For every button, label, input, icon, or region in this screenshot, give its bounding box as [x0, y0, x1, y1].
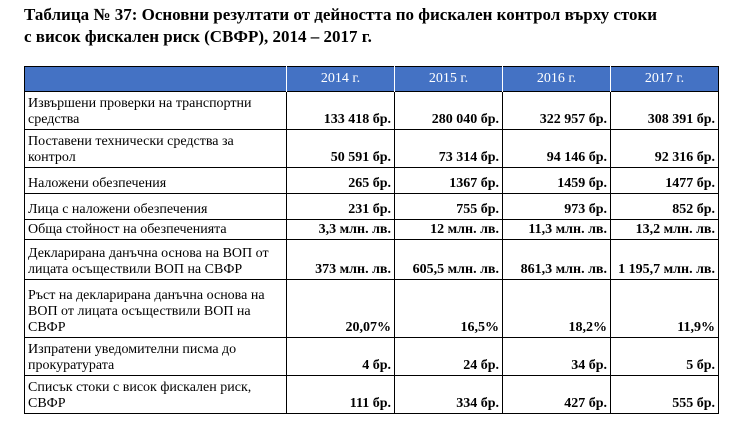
header-year-2014: 2014 г. — [286, 66, 395, 92]
cell-value: 334 бр. — [394, 375, 503, 414]
cell-value: 973 бр. — [502, 193, 611, 220]
cell-value: 280 040 бр. — [394, 91, 503, 130]
cell-value: 3,3 млн. лв. — [286, 219, 395, 240]
cell-value: 1477 бр. — [610, 167, 719, 194]
cell-value: 605,5 млн. лв. — [394, 239, 503, 280]
table-row: Изпратени уведомителни писма до прокурат… — [24, 337, 719, 376]
cell-value: 373 млн. лв. — [286, 239, 395, 280]
cell-value: 16,5% — [394, 279, 503, 338]
cell-value: 4 бр. — [286, 337, 395, 376]
cell-value: 20,07% — [286, 279, 395, 338]
row-label: Списък стоки с висок фискален риск, СВФР — [24, 375, 287, 414]
row-label: Изпратени уведомителни писма до прокурат… — [24, 337, 287, 376]
cell-value: 852 бр. — [610, 193, 719, 220]
row-label: Лица с наложени обезпечения — [24, 193, 287, 220]
cell-value: 50 591 бр. — [286, 129, 395, 168]
header-year-2017: 2017 г. — [610, 66, 719, 92]
table-row: Ръст на декларирана данъчна основа на ВО… — [24, 279, 719, 338]
row-label: Декларирана данъчна основа на ВОП от лиц… — [24, 239, 287, 280]
header-blank-cell — [24, 66, 287, 92]
cell-value: 1459 бр. — [502, 167, 611, 194]
table-row: Декларирана данъчна основа на ВОП от лиц… — [24, 239, 719, 280]
cell-value: 24 бр. — [394, 337, 503, 376]
cell-value: 555 бр. — [610, 375, 719, 414]
cell-value: 73 314 бр. — [394, 129, 503, 168]
cell-value: 111 бр. — [286, 375, 395, 414]
cell-value: 94 146 бр. — [502, 129, 611, 168]
header-year-2015: 2015 г. — [394, 66, 503, 92]
row-label: Наложени обезпечения — [24, 167, 287, 194]
cell-value: 13,2 млн. лв. — [610, 219, 719, 240]
table-row: Списък стоки с висок фискален риск, СВФР… — [24, 375, 719, 414]
table-header-row: 2014 г. 2015 г. 2016 г. 2017 г. — [24, 66, 719, 92]
caption-line-1: Таблица № 37: Основни резултати от дейно… — [24, 5, 658, 24]
cell-value: 18,2% — [502, 279, 611, 338]
cell-value: 861,3 млн. лв. — [502, 239, 611, 280]
cell-value: 1367 бр. — [394, 167, 503, 194]
row-label: Обща стойност на обезпеченията — [24, 219, 287, 240]
cell-value: 231 бр. — [286, 193, 395, 220]
table-row: Лица с наложени обезпечения 231 бр. 755 … — [24, 193, 719, 220]
cell-value: 92 316 бр. — [610, 129, 719, 168]
header-year-2016: 2016 г. — [502, 66, 611, 92]
table-row: Наложени обезпечения 265 бр. 1367 бр. 14… — [24, 167, 719, 194]
cell-value: 755 бр. — [394, 193, 503, 220]
cell-value: 12 млн. лв. — [394, 219, 503, 240]
cell-value: 1 195,7 млн. лв. — [610, 239, 719, 280]
cell-value: 11,9% — [610, 279, 719, 338]
results-table: 2014 г. 2015 г. 2016 г. 2017 г. Извършен… — [24, 66, 719, 414]
row-label: Ръст на декларирана данъчна основа на ВО… — [24, 279, 287, 338]
cell-value: 322 957 бр. — [502, 91, 611, 130]
row-label: Поставени технически средства за контрол — [24, 129, 287, 168]
cell-value: 11,3 млн. лв. — [502, 219, 611, 240]
table-row: Обща стойност на обезпеченията 3,3 млн. … — [24, 219, 719, 240]
table-row: Поставени технически средства за контрол… — [24, 129, 719, 168]
table-caption: Таблица № 37: Основни резултати от дейно… — [24, 4, 724, 48]
table-row: Извършени проверки на транспортни средст… — [24, 91, 719, 130]
cell-value: 34 бр. — [502, 337, 611, 376]
cell-value: 265 бр. — [286, 167, 395, 194]
caption-line-2: с висок фискален риск (СВФР), 2014 – 201… — [24, 27, 372, 46]
cell-value: 308 391 бр. — [610, 91, 719, 130]
row-label: Извършени проверки на транспортни средст… — [24, 91, 287, 130]
cell-value: 427 бр. — [502, 375, 611, 414]
cell-value: 5 бр. — [610, 337, 719, 376]
cell-value: 133 418 бр. — [286, 91, 395, 130]
